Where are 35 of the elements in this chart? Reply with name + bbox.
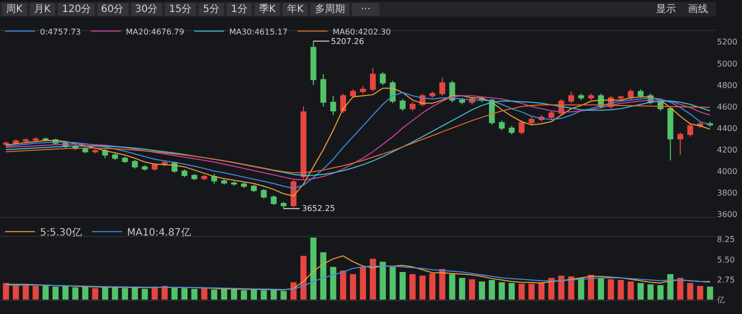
legend-label: 0:4757.73 (40, 27, 81, 36)
legend-label: MA30:4615.17 (229, 27, 288, 36)
text: 30分 (135, 3, 158, 15)
y-tick-label: 8.25 (717, 235, 735, 244)
y-tick-label: 5200 (717, 38, 738, 47)
annotation: 5207.26 (331, 37, 364, 46)
y-tick-label: 5.50 (717, 255, 735, 264)
text: 画线 (688, 3, 708, 15)
y-tick-label: 4200 (717, 145, 738, 154)
y-tick-label: 4400 (717, 124, 738, 133)
text: 年K (287, 3, 304, 15)
y-tick-label: 4800 (717, 80, 738, 90)
y-tick-label: 4600 (717, 102, 738, 112)
y-tick-label: 3600 (717, 210, 738, 220)
y-tick-label: 5000 (717, 59, 738, 68)
legend-label: 5:5.30亿 (40, 227, 82, 238)
text: 显示 (656, 4, 676, 15)
text: 季K (259, 3, 276, 15)
text: 120分 (62, 3, 92, 15)
y-tick-label: 3800 (717, 188, 738, 198)
text: 多周期 (315, 3, 345, 15)
text: ··· (361, 4, 371, 15)
text: 15分 (169, 3, 192, 15)
text: 60分 (101, 3, 124, 15)
text: 月K (34, 4, 51, 15)
y-tick-label: 4000 (717, 166, 738, 176)
legend-label: MA10:4.87亿 (127, 227, 191, 238)
text: 5分 (203, 3, 220, 15)
annotation: 3652.25 (302, 204, 336, 213)
text: 周K (6, 4, 23, 15)
legend-label: MA60:4202.30 (332, 27, 391, 36)
y-tick-label: 2.75 (717, 275, 735, 284)
legend-label: MA20:4676.79 (126, 27, 184, 36)
text: 1分 (231, 3, 248, 15)
y-tick-label: 亿 (716, 296, 725, 305)
